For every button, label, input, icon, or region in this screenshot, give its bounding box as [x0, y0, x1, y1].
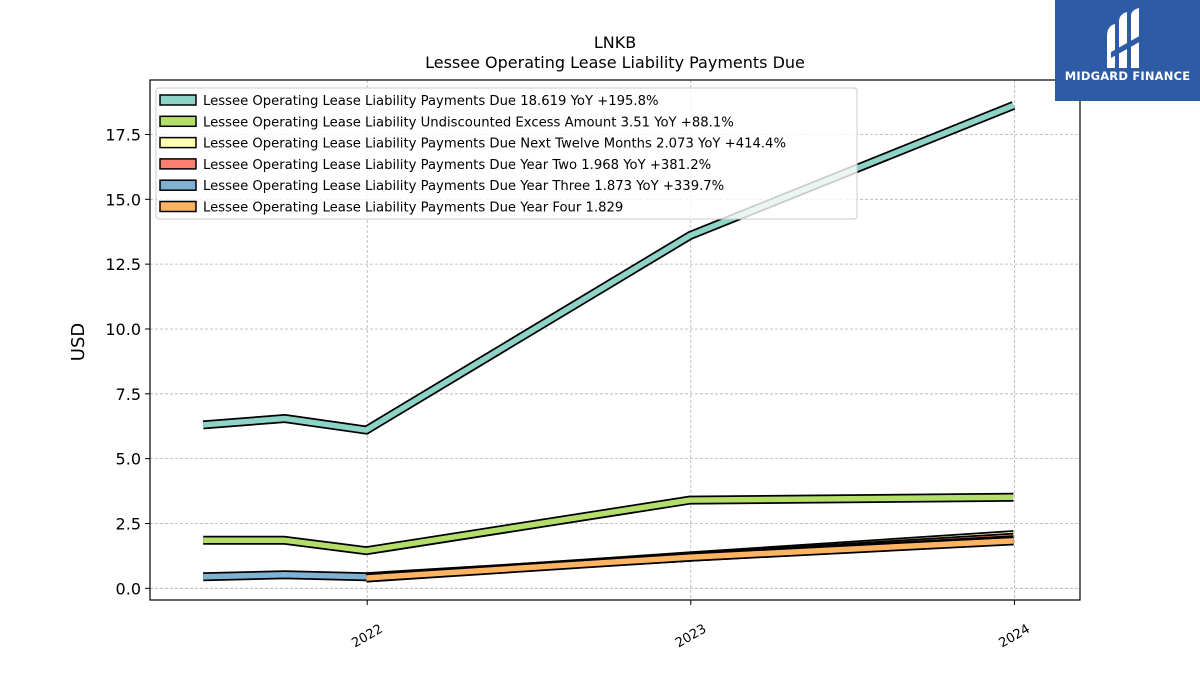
- legend-label: Lessee Operating Lease Liability Payment…: [203, 201, 623, 216]
- legend: Lessee Operating Lease Liability Payment…: [155, 87, 858, 220]
- legend-swatch: [159, 200, 197, 213]
- legend-label: Lessee Operating Lease Liability Payment…: [203, 179, 724, 194]
- legend-label: Lessee Operating Lease Liability Payment…: [203, 94, 659, 109]
- x-tick-label: 2023: [673, 622, 709, 652]
- series-6-line: [366, 536, 1014, 583]
- legend-label: Lessee Operating Lease Liability Payment…: [203, 158, 711, 173]
- x-tick-label: 2022: [349, 622, 385, 652]
- series-2-line: [203, 492, 1014, 556]
- y-tick-label: 5.0: [116, 450, 141, 469]
- chart-subtitle: Lessee Operating Lease Liability Payment…: [425, 53, 805, 72]
- series-line-fill: [366, 538, 1014, 581]
- legend-swatch: [159, 136, 197, 149]
- y-tick-label: 15.0: [105, 190, 141, 209]
- axis-ticks: 0.0 2.5 5.0 7.5 10.0 12.5 15.0 17.5 2022 2023 2024: [105, 125, 1032, 651]
- legend-swatch: [159, 179, 197, 191]
- plot-frame: [149, 79, 1081, 601]
- y-tick-label: 0.0: [116, 579, 141, 598]
- y-tick-label: 10.0: [105, 320, 141, 339]
- y-tick-label: 12.5: [105, 255, 141, 274]
- legend-label: Lessee Operating Lease Liability Undisco…: [203, 115, 734, 130]
- legend-swatch: [159, 115, 197, 128]
- y-tick-label: 7.5: [116, 385, 141, 404]
- legend-swatch: [159, 158, 197, 170]
- legend-swatch: [159, 94, 197, 106]
- series-line-fill: [203, 494, 1014, 554]
- legend-box: [155, 87, 858, 220]
- y-tick-label: 2.5: [116, 514, 141, 533]
- y-tick-label: 17.5: [105, 125, 141, 144]
- legend-label: Lessee Operating Lease Liability Payment…: [203, 137, 786, 152]
- brand-logo: MIDGARD FINANCE: [1055, 0, 1200, 101]
- logo-text: MIDGARD FINANCE: [1064, 69, 1191, 83]
- logo-mark-icon: [1107, 8, 1143, 68]
- chart-title: LNKB: [594, 33, 636, 52]
- x-tick-label: 2024: [997, 622, 1033, 652]
- y-axis-label: USD: [68, 323, 89, 361]
